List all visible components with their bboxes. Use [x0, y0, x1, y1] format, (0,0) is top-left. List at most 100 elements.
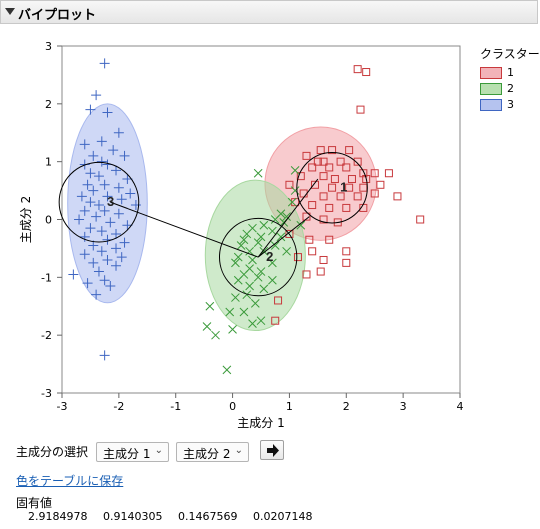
data-point	[245, 246, 254, 256]
data-point	[342, 247, 351, 256]
data-point	[248, 319, 257, 328]
y-tick-label: -2	[41, 329, 52, 342]
cluster-label-1: 1	[340, 180, 347, 195]
data-point	[79, 139, 90, 150]
data-point	[74, 214, 85, 225]
legend-item-2[interactable]: 2	[480, 82, 540, 97]
x-component-value: 主成分 1	[103, 447, 151, 461]
data-point	[242, 290, 252, 300]
data-point	[96, 226, 107, 237]
y-tick-label: -1	[41, 271, 52, 284]
data-point	[91, 90, 102, 101]
report-title: バイプロット	[18, 8, 97, 23]
data-point	[270, 241, 280, 250]
data-point	[285, 229, 294, 238]
data-point	[99, 179, 110, 190]
data-point	[328, 183, 337, 192]
y-tick-label: 0	[45, 214, 52, 227]
apply-button[interactable]	[260, 440, 284, 460]
data-point	[113, 127, 124, 138]
data-point	[242, 229, 252, 239]
data-point	[85, 223, 96, 234]
data-point	[290, 186, 300, 195]
data-point	[205, 301, 215, 311]
data-point	[233, 275, 243, 285]
data-point	[222, 365, 232, 375]
data-point	[93, 200, 104, 211]
data-point	[256, 267, 266, 276]
data-point	[336, 157, 345, 166]
data-point	[96, 156, 107, 167]
data-point	[96, 246, 107, 257]
save-colors-link[interactable]: 色をテーブルに保存	[16, 474, 124, 488]
legend-item-3[interactable]: 3	[480, 98, 540, 113]
data-point	[105, 217, 116, 228]
data-point	[302, 212, 311, 221]
data-point	[325, 203, 334, 212]
x-component-select[interactable]: 主成分 1 ⌄	[96, 442, 169, 462]
data-point	[353, 192, 362, 201]
data-point	[91, 211, 102, 222]
eigenvalues-row: 2.9184978 0.9140305 0.1467569 0.0207148	[28, 510, 325, 523]
density-ellipse-2	[204, 179, 306, 332]
data-point	[325, 235, 334, 244]
y-axis-label: 主成分 2	[19, 196, 33, 243]
data-point	[302, 270, 311, 279]
data-point	[113, 182, 124, 193]
data-point	[270, 215, 280, 224]
data-point	[93, 171, 104, 182]
data-point	[393, 192, 402, 201]
data-point	[293, 253, 302, 262]
data-point	[253, 238, 263, 247]
biplot-chart[interactable]: 1 2 3 -3 -2 -1 0 1 2 3 4 -3 -2 -1 0 1 2 3 主成分 1 主成分 2	[0, 36, 540, 436]
legend-label-1: 1	[507, 66, 514, 79]
data-point	[347, 175, 356, 184]
data-point	[85, 168, 96, 179]
data-point	[296, 172, 305, 181]
data-point	[311, 180, 320, 189]
data-point	[342, 163, 351, 172]
data-point	[231, 293, 240, 302]
data-point	[228, 325, 237, 334]
data-point	[316, 146, 325, 155]
data-point	[287, 197, 297, 207]
data-point	[116, 252, 127, 263]
data-point	[290, 165, 300, 175]
data-point	[116, 194, 127, 205]
data-point	[88, 150, 99, 161]
data-point	[362, 68, 371, 77]
cluster-label-3: 3	[107, 194, 114, 209]
data-point	[119, 150, 130, 161]
data-point	[308, 201, 317, 210]
data-point	[342, 203, 351, 212]
y-tick-label: 3	[45, 40, 52, 53]
data-point	[384, 169, 393, 178]
data-point	[102, 254, 113, 265]
data-point	[82, 278, 93, 289]
x-tick-label: -2	[113, 400, 124, 413]
data-point	[282, 212, 291, 221]
data-point	[268, 226, 277, 236]
arrow-right-icon	[267, 444, 279, 457]
data-point	[274, 296, 283, 305]
data-point	[336, 192, 345, 201]
data-point	[99, 350, 110, 361]
x-tick-label: -3	[57, 400, 68, 413]
data-point	[239, 307, 249, 317]
report-header[interactable]: バイプロット	[0, 0, 538, 24]
density-ellipse-3	[67, 103, 148, 304]
data-point	[319, 157, 328, 166]
disclosure-triangle-icon[interactable]	[5, 8, 15, 15]
data-point	[88, 185, 99, 196]
y-component-select[interactable]: 主成分 2 ⌄	[176, 442, 249, 462]
data-point	[253, 168, 263, 178]
x-tick-label: 4	[457, 400, 464, 413]
data-point	[325, 163, 334, 172]
data-point	[308, 163, 317, 172]
data-point	[79, 205, 90, 216]
data-point	[96, 136, 107, 147]
legend-item-1[interactable]: 1	[480, 66, 540, 81]
biplot-ray	[110, 201, 259, 258]
data-point	[105, 281, 116, 292]
x-tick-label: 2	[343, 400, 350, 413]
